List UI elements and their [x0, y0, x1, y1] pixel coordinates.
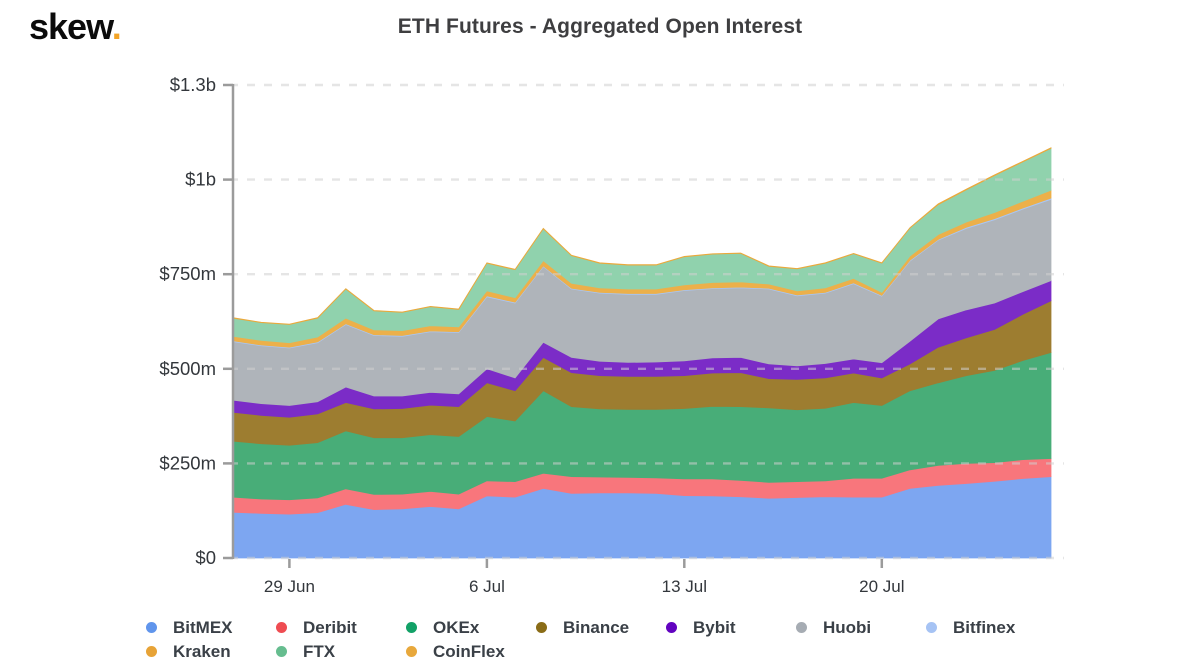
page-title: ETH Futures - Aggregated Open Interest — [397, 15, 803, 38]
legend-label: Bybit — [693, 617, 736, 637]
legend-item-kraken[interactable]: Kraken — [146, 640, 276, 663]
legend-item-okex[interactable]: OKEx — [406, 616, 536, 639]
axis-labels: $0 $250m $500m $750m $1b $1.3b 29 Jun 6 Jul 13 J… — [159, 74, 904, 596]
x-tick-label: 20 Jul — [859, 577, 904, 596]
chart-legend: BitMEX Deribit OKEx Binance Bybit Huobi Bitfin… — [146, 616, 1056, 663]
y-tick-label: $250m — [159, 452, 216, 473]
x-tick-label: 6 Jul — [469, 577, 505, 596]
legend-label: Deribit — [303, 617, 357, 637]
skew-logo-text: skew — [29, 6, 113, 47]
legend-label: Huobi — [823, 617, 872, 637]
legend-label: FTX — [303, 641, 336, 661]
legend-dot-icon — [926, 622, 937, 633]
legend-item-huobi[interactable]: Huobi — [796, 616, 926, 639]
legend-dot-icon — [276, 622, 287, 633]
legend-label: OKEx — [433, 617, 480, 637]
x-tick-label: 13 Jul — [662, 577, 707, 596]
axes — [223, 83, 884, 568]
y-tick-label: $1.3b — [170, 74, 216, 95]
legend-item-ftx[interactable]: FTX — [276, 640, 406, 663]
legend-item-bitmex[interactable]: BitMEX — [146, 616, 276, 639]
legend-item-binance[interactable]: Binance — [536, 616, 666, 639]
skew-logo-dot: . — [111, 6, 122, 47]
legend-dot-icon — [536, 622, 547, 633]
y-tick-label: $1b — [185, 169, 216, 190]
gridlines — [230, 83, 1064, 560]
y-tick-label: $750m — [159, 263, 216, 284]
legend-label: Kraken — [173, 641, 231, 661]
legend-label: Binance — [563, 617, 630, 637]
legend-dot-icon — [146, 622, 157, 633]
area-series-coinflex[interactable] — [232, 147, 1052, 325]
legend-dot-icon — [796, 622, 807, 633]
legend-dot-icon — [666, 622, 677, 633]
legend-label: Bitfinex — [953, 617, 1016, 637]
x-tick-label: 29 Jun — [264, 577, 315, 596]
legend-dot-icon — [406, 646, 417, 657]
legend-dot-icon — [276, 646, 287, 657]
legend-item-bitfinex[interactable]: Bitfinex — [926, 616, 1056, 639]
stacked-areas — [232, 147, 1052, 559]
legend-item-bybit[interactable]: Bybit — [666, 616, 796, 639]
y-tick-label: $500m — [159, 358, 216, 379]
skew-logo[interactable]: skew. — [29, 6, 122, 48]
legend-label: BitMEX — [173, 617, 233, 637]
legend-dot-icon — [406, 622, 417, 633]
legend-dot-icon — [146, 646, 157, 657]
y-tick-label: $0 — [195, 547, 216, 568]
legend-item-coinflex[interactable]: CoinFlex — [406, 640, 536, 663]
legend-label: CoinFlex — [433, 641, 505, 661]
legend-item-deribit[interactable]: Deribit — [276, 616, 406, 639]
